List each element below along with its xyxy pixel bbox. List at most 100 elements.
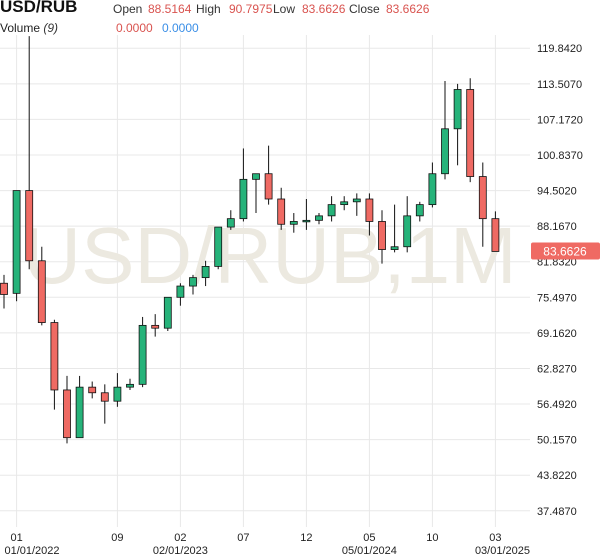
candle-body	[264, 173, 273, 200]
candle	[201, 260, 210, 287]
candle	[289, 213, 298, 233]
y-tick-label: 43.8220	[537, 470, 577, 482]
candle-body	[50, 322, 59, 391]
candle-body	[239, 178, 248, 220]
candle-body	[289, 221, 298, 225]
x-tick-label: 10	[426, 532, 438, 544]
candle	[441, 81, 449, 180]
last-price-tag: 83.6626	[531, 242, 600, 260]
x-date-label: 02/01/2023	[153, 545, 208, 557]
last-price-label: 83.6626	[543, 244, 587, 258]
candle	[315, 213, 323, 225]
x-tick-label: 12	[300, 532, 312, 544]
candle	[340, 196, 349, 211]
candle	[453, 83, 462, 166]
open-label: Open	[113, 2, 143, 16]
x-axis: 01 09 02 07 12 05 10 03 01/01/2022 02/01/2023 05/0…	[4, 532, 530, 557]
y-tick-label: 37.4870	[537, 506, 577, 518]
candle-body	[378, 221, 386, 250]
candle-body	[441, 128, 449, 175]
candle	[88, 381, 97, 399]
candle	[365, 193, 374, 236]
y-tick-label: 113.5070	[537, 79, 582, 91]
volume-label: Volume (9)	[0, 21, 59, 35]
close-value: 83.6626	[386, 2, 430, 16]
candle-body	[63, 389, 71, 439]
candle-body	[151, 324, 160, 329]
y-tick-label: 75.4970	[537, 292, 577, 304]
volume-value-1: 0.0000	[116, 21, 153, 35]
candle-body	[365, 198, 374, 222]
candle-body	[340, 201, 349, 206]
x-tick-label: 03	[489, 532, 501, 544]
candle-body	[390, 246, 399, 250]
candle	[100, 384, 109, 424]
candle-body	[226, 218, 235, 228]
x-tick-label: 05	[363, 532, 375, 544]
candle	[176, 283, 185, 306]
candle-body	[327, 204, 336, 217]
x-date-label: 03/01/2025	[475, 545, 530, 557]
candle	[189, 274, 197, 295]
y-tick-label: 88.1670	[537, 221, 577, 233]
candle-body	[491, 218, 500, 252]
high-value: 90.7975	[229, 2, 273, 16]
candle	[466, 78, 475, 183]
candle	[113, 373, 122, 407]
high-label: High	[196, 2, 221, 16]
candle	[302, 199, 311, 230]
candle	[75, 375, 84, 439]
candle-body	[453, 89, 462, 130]
candle	[151, 314, 160, 337]
candle-body	[88, 386, 97, 394]
candle-body	[315, 215, 323, 221]
low-value: 83.6626	[302, 2, 346, 16]
low-label: Low	[273, 2, 296, 16]
candle-body	[113, 386, 122, 402]
candle-body	[466, 89, 475, 177]
x-tick-label: 02	[174, 532, 186, 544]
candle	[403, 196, 412, 253]
candle-body	[163, 296, 172, 329]
candles-group	[0, 36, 500, 444]
y-tick-label: 100.8370	[537, 150, 583, 162]
candle	[277, 187, 286, 230]
candle	[63, 375, 71, 444]
candle	[214, 226, 223, 270]
candle	[378, 210, 386, 264]
candle	[226, 210, 235, 230]
x-tick-label: 07	[237, 532, 249, 544]
y-tick-label: 69.1620	[537, 328, 577, 340]
candle	[252, 173, 260, 214]
candle	[12, 190, 21, 302]
candle	[25, 36, 34, 270]
y-tick-label: 94.5020	[537, 186, 577, 198]
candle	[415, 201, 424, 222]
candle	[352, 193, 361, 216]
candle-body	[12, 190, 21, 294]
open-value: 88.5164	[148, 2, 192, 16]
y-tick-label: 81.8320	[537, 257, 577, 269]
y-tick-label: 107.1720	[537, 114, 583, 126]
candle	[264, 145, 273, 205]
x-date-label: 05/01/2024	[342, 545, 397, 557]
candle-body	[75, 386, 84, 439]
candle-body	[415, 204, 424, 217]
candle	[428, 162, 437, 208]
candle-body	[478, 176, 487, 220]
candle	[239, 148, 248, 222]
candle	[138, 316, 147, 388]
candle-body	[302, 219, 311, 223]
volume-value-2: 0.0000	[162, 21, 199, 35]
candle-body	[428, 173, 437, 206]
candle-body	[100, 392, 109, 402]
candle-body	[252, 173, 260, 180]
candle-body	[403, 215, 412, 248]
candle	[491, 211, 500, 252]
candle-body	[0, 282, 8, 295]
candle	[0, 274, 8, 309]
candle-body	[352, 198, 361, 203]
candle-body	[138, 324, 147, 385]
x-tick-label: 09	[111, 532, 123, 544]
